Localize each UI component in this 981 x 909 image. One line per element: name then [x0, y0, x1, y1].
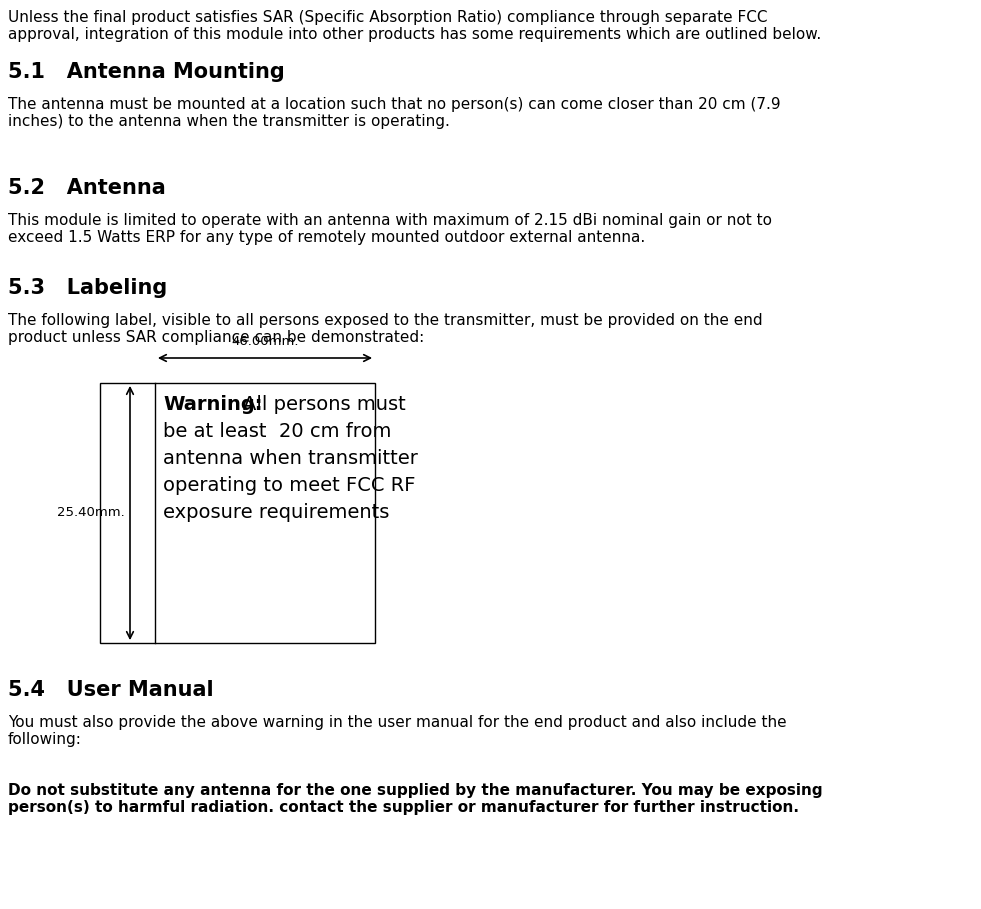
- Text: All persons must: All persons must: [243, 395, 406, 414]
- Text: Do not substitute any antenna for the one supplied by the manufacturer. You may : Do not substitute any antenna for the on…: [8, 783, 823, 815]
- Text: 5.1   Antenna Mounting: 5.1 Antenna Mounting: [8, 62, 284, 82]
- Bar: [100, 383, 375, 643]
- Text: 5.4   User Manual: 5.4 User Manual: [8, 680, 214, 700]
- Text: exposure requirements: exposure requirements: [163, 503, 389, 522]
- Text: be at least  20 cm from: be at least 20 cm from: [163, 422, 391, 441]
- Text: antenna when transmitter: antenna when transmitter: [163, 449, 418, 468]
- Text: Warning:: Warning:: [163, 395, 263, 414]
- Text: The following label, visible to all persons exposed to the transmitter, must be : The following label, visible to all pers…: [8, 313, 762, 345]
- Text: 5.3   Labeling: 5.3 Labeling: [8, 278, 167, 298]
- Text: Unless the final product satisfies SAR (Specific Absorption Ratio) compliance th: Unless the final product satisfies SAR (…: [8, 10, 821, 43]
- Text: 25.40mm.: 25.40mm.: [57, 506, 125, 520]
- Text: The antenna must be mounted at a location such that no person(s) can come closer: The antenna must be mounted at a locatio…: [8, 97, 781, 129]
- Text: This module is limited to operate with an antenna with maximum of 2.15 dBi nomin: This module is limited to operate with a…: [8, 213, 772, 245]
- Text: 5.2   Antenna: 5.2 Antenna: [8, 178, 166, 198]
- Text: operating to meet FCC RF: operating to meet FCC RF: [163, 476, 416, 495]
- Text: 46.00mm.: 46.00mm.: [232, 335, 299, 348]
- Text: You must also provide the above warning in the user manual for the end product a: You must also provide the above warning …: [8, 715, 787, 747]
